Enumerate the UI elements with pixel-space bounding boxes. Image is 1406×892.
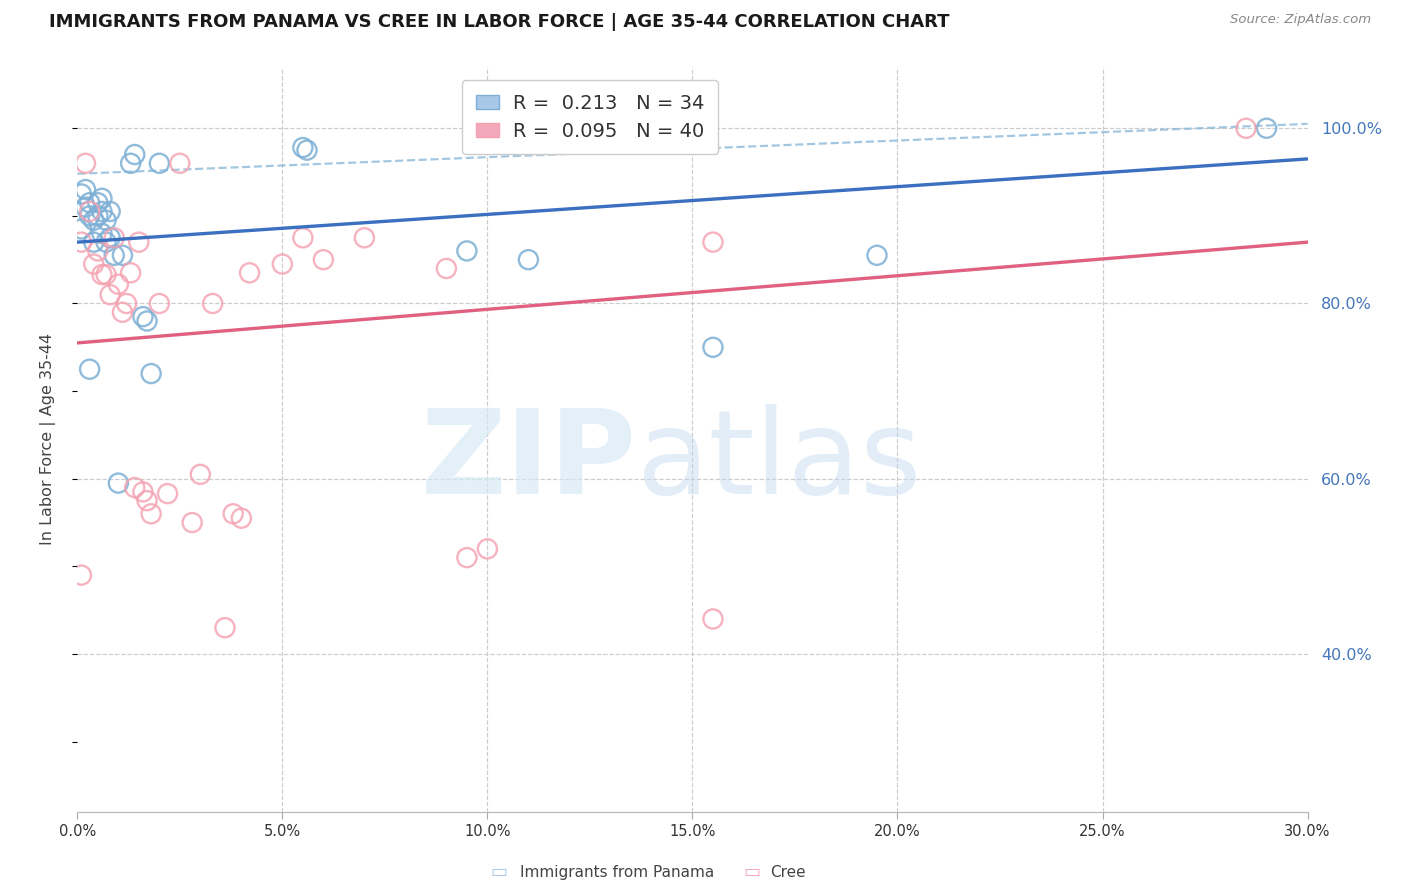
Point [75, 183, 97, 197]
Point [98, 204, 121, 219]
Point [866, 248, 889, 262]
Point [98, 231, 121, 245]
Point [98, 287, 121, 301]
Point [222, 507, 245, 521]
Point [94, 268, 117, 282]
Point [291, 231, 314, 245]
Point [517, 252, 540, 267]
Point [75, 200, 97, 214]
Point [115, 296, 138, 310]
Point [156, 486, 179, 500]
Point [107, 277, 129, 292]
Point [83, 213, 105, 227]
Point [291, 140, 314, 154]
Point [70, 186, 93, 201]
Point [231, 511, 253, 525]
Text: ▭: ▭ [491, 863, 508, 881]
Point [148, 296, 170, 310]
Point [111, 248, 134, 262]
Point [477, 541, 499, 556]
Point [79, 204, 101, 219]
Point [111, 305, 134, 319]
Point [120, 156, 142, 170]
Point [136, 314, 159, 328]
Point [1234, 121, 1257, 136]
Text: ▭: ▭ [744, 863, 761, 881]
Point [124, 481, 146, 495]
Point [141, 507, 163, 521]
Y-axis label: In Labor Force | Age 35-44: In Labor Force | Age 35-44 [39, 334, 56, 545]
Point [702, 612, 724, 626]
Point [239, 266, 262, 280]
Point [456, 244, 478, 258]
Text: ZIP: ZIP [420, 404, 637, 519]
Point [107, 476, 129, 491]
Point [103, 248, 125, 262]
Point [201, 296, 224, 310]
Point [295, 143, 318, 157]
Point [87, 209, 110, 223]
Point [83, 235, 105, 249]
Point [90, 204, 114, 219]
Point [1256, 121, 1278, 136]
Point [702, 340, 724, 354]
Point [83, 257, 105, 271]
Point [90, 191, 114, 205]
Point [132, 484, 155, 499]
Point [181, 516, 204, 530]
Point [90, 268, 114, 282]
Point [169, 156, 191, 170]
Text: Cree: Cree [770, 865, 806, 880]
Point [136, 493, 159, 508]
Point [188, 467, 212, 482]
Point [70, 568, 93, 582]
Point [94, 213, 117, 227]
Legend: R =  0.213   N = 34, R =  0.095   N = 40: R = 0.213 N = 34, R = 0.095 N = 40 [463, 80, 718, 154]
Point [886, 835, 908, 849]
Text: Source: ZipAtlas.com: Source: ZipAtlas.com [1230, 13, 1371, 27]
Point [456, 550, 478, 565]
Point [436, 261, 458, 276]
Point [353, 231, 375, 245]
Point [312, 252, 335, 267]
Point [132, 310, 155, 324]
Point [128, 235, 150, 249]
Point [79, 209, 101, 223]
Point [141, 367, 163, 381]
Point [75, 156, 97, 170]
Text: Immigrants from Panama: Immigrants from Panama [520, 865, 714, 880]
Point [271, 257, 294, 271]
Point [702, 235, 724, 249]
Point [94, 235, 117, 249]
Point [120, 266, 142, 280]
Point [214, 621, 236, 635]
Text: atlas: atlas [637, 404, 922, 519]
Point [148, 156, 170, 170]
Point [103, 231, 125, 245]
Text: IMMIGRANTS FROM PANAMA VS CREE IN LABOR FORCE | AGE 35-44 CORRELATION CHART: IMMIGRANTS FROM PANAMA VS CREE IN LABOR … [49, 13, 949, 31]
Point [79, 362, 101, 376]
Point [70, 222, 93, 236]
Point [79, 195, 101, 210]
Point [87, 195, 110, 210]
Point [70, 235, 93, 249]
Point [124, 147, 146, 161]
Point [90, 227, 114, 241]
Point [87, 244, 110, 258]
